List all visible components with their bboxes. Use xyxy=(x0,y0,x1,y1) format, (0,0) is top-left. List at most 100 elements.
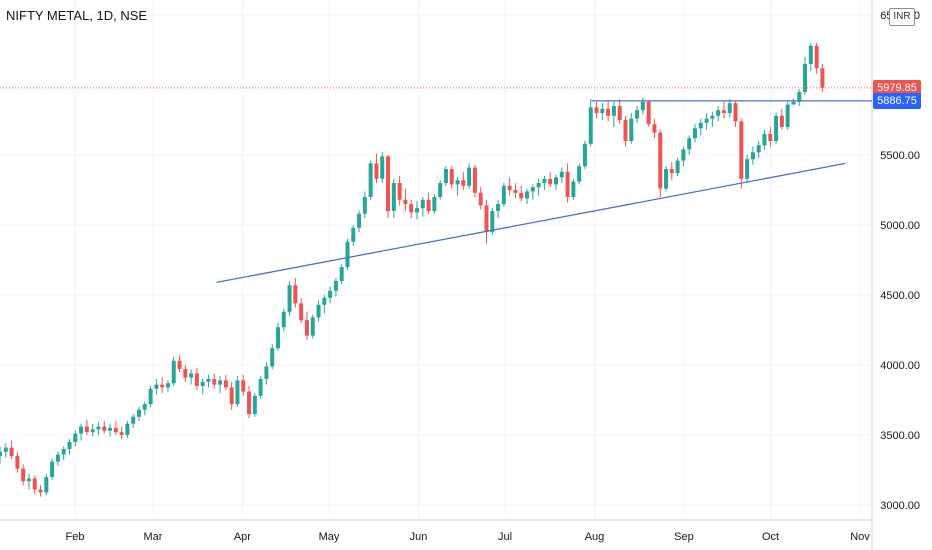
candle-body xyxy=(275,327,280,349)
candle-body xyxy=(189,373,194,378)
candle-body xyxy=(310,317,315,336)
candle-body xyxy=(432,197,437,211)
candle-body xyxy=(38,489,43,493)
candle-body xyxy=(183,369,188,378)
candle-body xyxy=(426,199,431,211)
candle-body xyxy=(420,199,425,209)
chart-title: NIFTY METAL, 1D, NSE xyxy=(6,8,148,23)
candle-body xyxy=(664,169,669,189)
candle-body xyxy=(519,192,524,199)
candle-body xyxy=(640,101,645,111)
candle-body xyxy=(438,183,443,197)
candle-body xyxy=(548,178,553,185)
candle-body xyxy=(710,115,715,119)
candle-body xyxy=(362,197,367,214)
candle-body xyxy=(455,180,460,185)
candle-body xyxy=(328,290,333,298)
candle-body xyxy=(136,409,141,417)
candle-body xyxy=(206,379,211,382)
candle-body xyxy=(814,45,819,69)
candle-body xyxy=(293,285,298,304)
candle-body xyxy=(692,128,697,139)
candle-body xyxy=(403,199,408,204)
candle-body xyxy=(223,380,228,388)
candle-body xyxy=(797,92,802,102)
candle-body xyxy=(779,115,784,127)
candle-body xyxy=(443,169,448,183)
x-tick-label: Mar xyxy=(143,531,162,543)
candle-body xyxy=(316,304,321,318)
candle-body xyxy=(490,211,495,232)
x-tick-label: Nov xyxy=(850,531,870,543)
candle-body xyxy=(785,104,790,127)
candle-body xyxy=(698,122,703,129)
candle-body xyxy=(32,478,37,490)
x-tick-label: Aug xyxy=(585,531,605,543)
x-tick-label: Oct xyxy=(762,531,779,543)
candle-body xyxy=(739,121,744,179)
candle-body xyxy=(716,110,721,116)
candle-body xyxy=(252,395,257,414)
y-tick-label: 3500.00 xyxy=(880,430,920,442)
candle-body xyxy=(258,379,263,396)
candle-body xyxy=(177,360,182,370)
candle-body xyxy=(472,167,477,193)
candle-body xyxy=(380,156,385,179)
support-trendline xyxy=(216,162,846,284)
candle-body xyxy=(200,381,205,386)
candle-body xyxy=(84,426,89,433)
candle-body xyxy=(409,204,414,213)
candle-body xyxy=(333,281,338,291)
candle-body xyxy=(461,180,466,186)
candle-body xyxy=(745,159,750,179)
candle-body xyxy=(160,384,165,388)
candle-body xyxy=(96,426,101,430)
currency-badge[interactable]: INR xyxy=(889,8,915,26)
candle-body xyxy=(467,167,472,186)
candle-body xyxy=(218,380,223,385)
candle-body xyxy=(629,118,634,141)
candle-body xyxy=(600,108,605,113)
last-price-tag: 5979.85 xyxy=(873,79,921,96)
candle-body xyxy=(90,429,95,433)
candle-body xyxy=(617,106,622,120)
candle-body xyxy=(26,478,31,482)
candle-body xyxy=(3,447,8,452)
candle-body xyxy=(212,379,217,385)
candle-body xyxy=(658,132,663,189)
candle-body xyxy=(391,183,396,211)
candle-body xyxy=(721,110,726,113)
candle-body xyxy=(513,190,518,193)
candle-body xyxy=(67,442,72,449)
candle-body xyxy=(131,416,136,424)
candle-body xyxy=(241,380,246,392)
candle-body xyxy=(582,143,587,167)
candle-body xyxy=(577,166,582,182)
x-tick-label: Jun xyxy=(410,531,428,543)
candle-body xyxy=(820,68,825,88)
candle-body xyxy=(571,181,576,197)
y-tick-label: 5000.00 xyxy=(880,220,920,232)
candle-body xyxy=(484,205,489,232)
candle-body xyxy=(774,115,779,141)
candle-body xyxy=(79,426,84,434)
candle-body xyxy=(44,477,49,493)
candle-body xyxy=(264,366,269,379)
candle-body xyxy=(357,213,362,228)
candle-body xyxy=(414,208,419,213)
candle-body xyxy=(536,183,541,188)
x-tick-label: Feb xyxy=(66,531,85,543)
x-tick-label: May xyxy=(319,531,340,543)
candle-body xyxy=(727,103,732,113)
candle-body xyxy=(646,101,651,125)
y-tick-label: 5500.00 xyxy=(880,150,920,162)
candle-body xyxy=(623,120,628,141)
candle-body xyxy=(635,110,640,119)
candle-body xyxy=(594,107,599,113)
candle-body xyxy=(113,428,118,433)
candle-body xyxy=(142,404,147,410)
candle-body xyxy=(530,187,535,192)
candle-body xyxy=(652,124,657,133)
